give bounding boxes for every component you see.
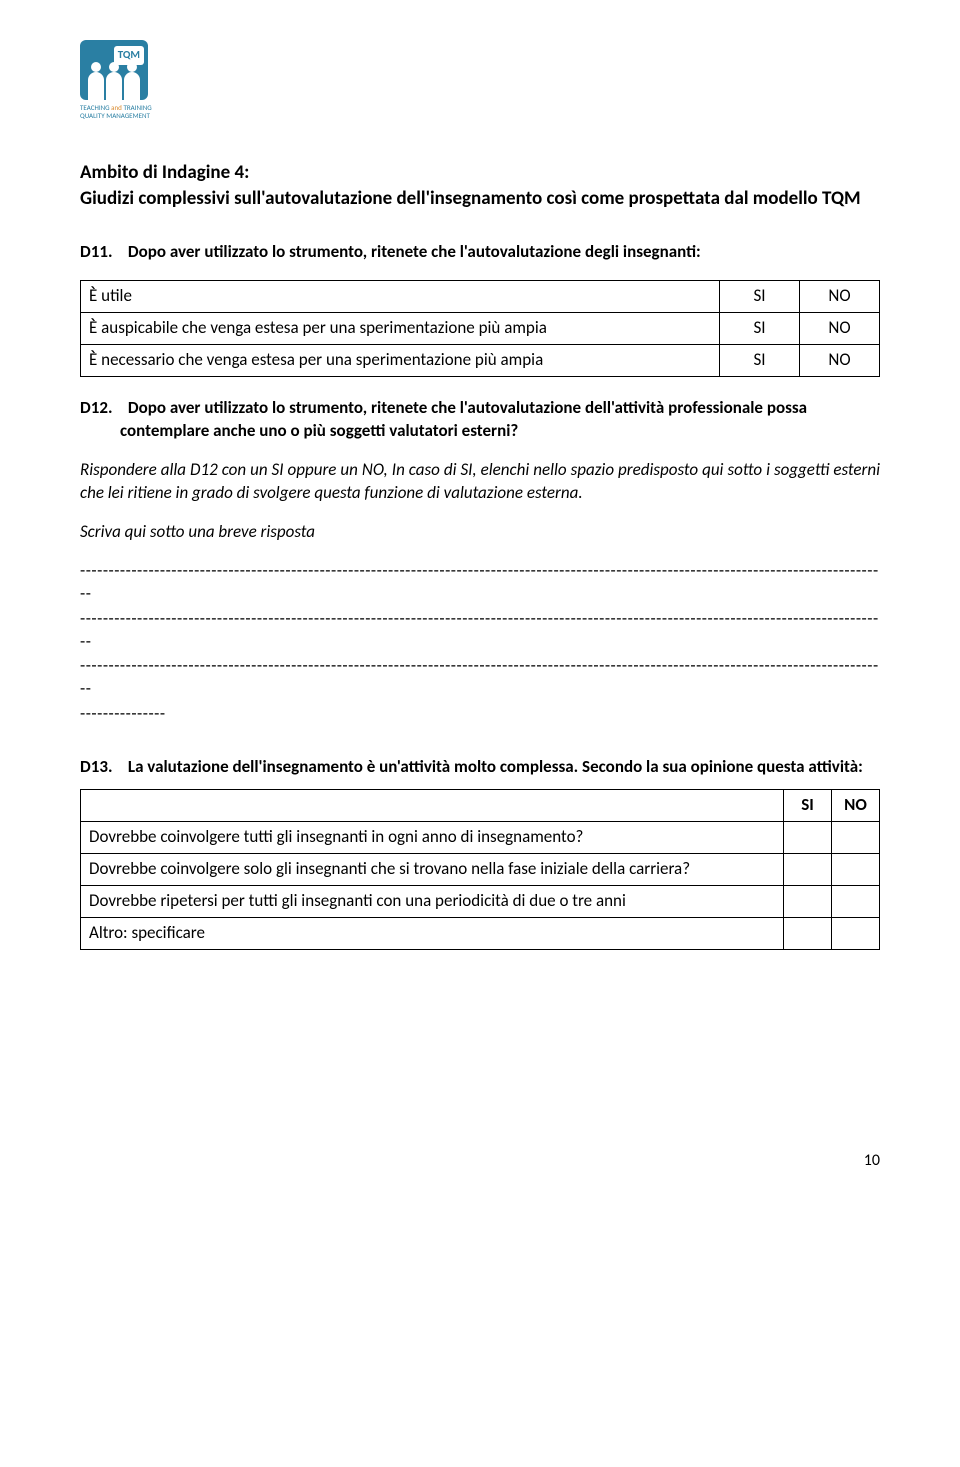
page-number: 10	[80, 1150, 880, 1172]
d13-header-no: NO	[832, 790, 880, 822]
d13-si-cell[interactable]	[784, 886, 832, 918]
d13-table: SI NO Dovrebbe coinvolgere tutti gli ins…	[80, 789, 880, 950]
dash-line: ----------------------------------------…	[80, 655, 880, 701]
logo: TQM TEACHING and TRAINING QUALITY MANAGE…	[80, 40, 190, 130]
d13-row-text: Dovrebbe ripetersi per tutti gli insegna…	[81, 886, 784, 918]
table-row: Dovrebbe coinvolgere solo gli insegnanti…	[81, 854, 880, 886]
d11-si-cell[interactable]: SI	[720, 313, 800, 345]
d11-row-text: È necessario che venga estesa per una sp…	[81, 345, 720, 377]
d11-table: È utile SI NO È auspicabile che venga es…	[80, 280, 880, 377]
d12-label: D12.	[80, 397, 113, 418]
d11-label: D11.	[80, 241, 113, 262]
d13-row-text: Dovrebbe coinvolgere tutti gli insegnant…	[81, 822, 784, 854]
d13-text: La valutazione dell'insegnamento è un'at…	[128, 756, 863, 777]
d11-no-cell[interactable]: NO	[800, 313, 880, 345]
d13-si-cell[interactable]	[784, 822, 832, 854]
question-d11: D11. Dopo aver utilizzato lo strumento, …	[80, 241, 880, 377]
table-row: È auspicabile che venga estesa per una s…	[81, 313, 880, 345]
dash-line-short: ---------------	[80, 703, 880, 726]
table-row: Dovrebbe ripetersi per tutti gli insegna…	[81, 886, 880, 918]
dash-line: ----------------------------------------…	[80, 560, 880, 606]
table-header-row: SI NO	[81, 790, 880, 822]
d13-no-cell[interactable]	[832, 917, 880, 949]
d11-si-cell[interactable]: SI	[720, 345, 800, 377]
d13-row-text: Altro: specificare	[81, 917, 784, 949]
d11-text: Dopo aver utilizzato lo strumento, riten…	[128, 241, 701, 262]
logo-people	[88, 72, 140, 100]
table-row: È utile SI NO	[81, 281, 880, 313]
logo-badge: TQM	[80, 40, 148, 100]
section-subtitle: Giudizi complessivi sull'autovalutazione…	[80, 186, 880, 212]
d11-si-cell[interactable]: SI	[720, 281, 800, 313]
answer-lines[interactable]: ----------------------------------------…	[80, 560, 880, 727]
d12-text: Dopo aver utilizzato lo strumento, riten…	[120, 397, 807, 441]
table-row: Altro: specificare	[81, 917, 880, 949]
d11-row-text: È auspicabile che venga estesa per una s…	[81, 313, 720, 345]
question-d13: D13. La valutazione dell'insegnamento è …	[80, 756, 880, 950]
d13-si-cell[interactable]	[784, 917, 832, 949]
d13-no-cell[interactable]	[832, 854, 880, 886]
empty-header	[81, 790, 784, 822]
table-row: È necessario che venga estesa per una sp…	[81, 345, 880, 377]
d13-row-text: Dovrebbe coinvolgere solo gli insegnanti…	[81, 854, 784, 886]
d11-no-cell[interactable]: NO	[800, 281, 880, 313]
d12-instruction: Rispondere alla D12 con un SI oppure un …	[80, 459, 880, 505]
d11-no-cell[interactable]: NO	[800, 345, 880, 377]
section-heading: Ambito di Indagine 4: Giudizi complessiv…	[80, 160, 880, 211]
d13-label: D13.	[80, 756, 113, 777]
section-title: Ambito di Indagine 4:	[80, 160, 880, 186]
d13-header-si: SI	[784, 790, 832, 822]
d13-no-cell[interactable]	[832, 822, 880, 854]
dash-line: ----------------------------------------…	[80, 608, 880, 654]
question-d12: D12. Dopo aver utilizzato lo strumento, …	[80, 397, 880, 726]
logo-caption: TEACHING and TRAINING QUALITY MANAGEMENT	[80, 104, 190, 119]
d13-si-cell[interactable]	[784, 854, 832, 886]
d12-instruction-2: Scriva qui sotto una breve risposta	[80, 521, 880, 544]
table-row: Dovrebbe coinvolgere tutti gli insegnant…	[81, 822, 880, 854]
d13-no-cell[interactable]	[832, 886, 880, 918]
d11-row-text: È utile	[81, 281, 720, 313]
